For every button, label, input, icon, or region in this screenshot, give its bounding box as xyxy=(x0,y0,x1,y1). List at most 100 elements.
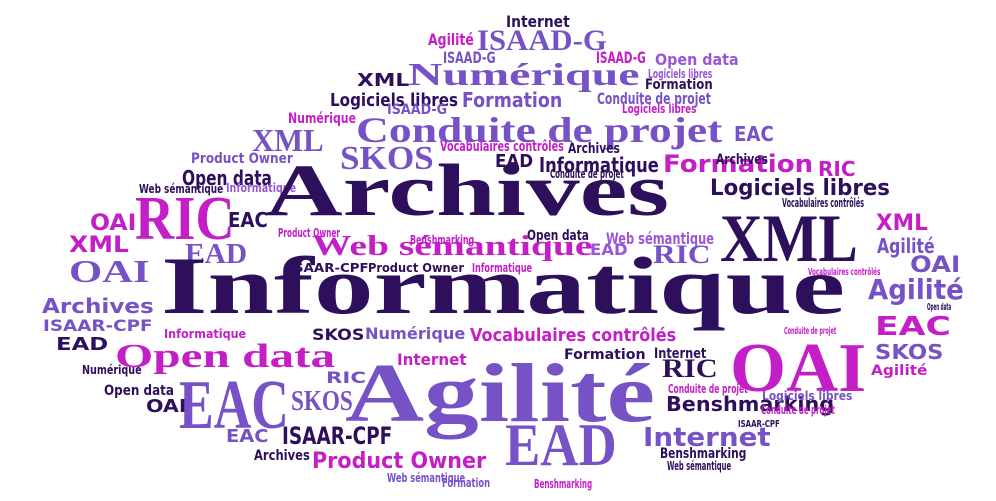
cloud-word: Open data xyxy=(927,302,952,313)
cloud-word: Conduite de projet xyxy=(668,382,748,396)
cloud-word: SKOS xyxy=(340,140,434,177)
cloud-word: Benshmarking xyxy=(534,477,593,491)
cloud-word: Informatique xyxy=(539,153,659,177)
cloud-word: Agilité xyxy=(428,30,474,49)
cloud-word: Conduite de projet xyxy=(550,167,624,181)
cloud-word: SKOS xyxy=(291,386,353,417)
cloud-word: Conduite de projet xyxy=(761,403,835,417)
cloud-word: Informatique xyxy=(161,240,846,331)
cloud-word: Web sémantique xyxy=(667,459,732,473)
cloud-word: OAI xyxy=(90,211,137,236)
cloud-word: OAI xyxy=(69,253,150,289)
cloud-word: XML xyxy=(357,70,410,91)
cloud-word: Conduite de projet xyxy=(597,89,711,108)
cloud-word: EAC xyxy=(875,312,951,342)
cloud-word: Open data xyxy=(182,166,272,190)
cloud-word: Internet xyxy=(654,346,707,362)
cloud-word: Vocabulaires contrôlés xyxy=(470,325,677,346)
cloud-word: Formation xyxy=(663,150,814,178)
cloud-word: XML xyxy=(69,233,129,258)
cloud-word: OAI xyxy=(730,330,867,407)
cloud-word: EAD xyxy=(185,239,248,270)
cloud-word: Benshmarking xyxy=(410,233,475,247)
cloud-word: EAD xyxy=(505,412,617,478)
cloud-word: Logiciels libres xyxy=(330,90,459,111)
cloud-word: Agilité xyxy=(868,273,964,306)
cloud-word: Archives xyxy=(568,141,620,157)
cloud-word: Informatique xyxy=(226,181,297,195)
cloud-word: Vocabulaires contrôlés xyxy=(782,196,864,210)
cloud-word: OAI xyxy=(910,253,961,278)
cloud-word: Benshmarking xyxy=(666,392,835,416)
cloud-word: ISAAD-G xyxy=(477,24,607,57)
cloud-word: Open data xyxy=(104,383,174,399)
cloud-word: Web sémantique xyxy=(387,471,466,485)
cloud-word: Product Owner xyxy=(278,226,341,240)
cloud-word: Logiciels libres xyxy=(710,176,890,201)
cloud-word: ISAAR-CPF xyxy=(289,261,369,275)
cloud-word: Open data xyxy=(527,228,589,244)
cloud-word: EAD xyxy=(590,240,628,259)
cloud-word: RIC xyxy=(818,157,856,181)
cloud-word: Archives xyxy=(716,152,768,168)
cloud-word: Web sémantique xyxy=(139,182,224,196)
cloud-word: XML xyxy=(876,211,928,236)
cloud-word: ISAAD-G xyxy=(596,48,646,67)
cloud-word: Informatique xyxy=(164,327,247,341)
cloud-word: OAI xyxy=(146,396,187,417)
cloud-word: ISAAD-G xyxy=(387,102,448,118)
cloud-word: Archives xyxy=(265,150,670,232)
cloud-word: EAC xyxy=(228,208,268,232)
cloud-word: ISAAD-G xyxy=(443,48,496,67)
cloud-word: Vocabulaires contrôlés xyxy=(440,139,564,155)
cloud-word: Formation xyxy=(564,347,646,363)
cloud-word: Benshmarking xyxy=(660,446,747,462)
cloud-word: Internet xyxy=(397,350,467,369)
cloud-word: Vocabulaires contrôlés xyxy=(808,267,881,278)
cloud-word: Logiciels libres xyxy=(622,102,697,116)
cloud-word: EAD xyxy=(495,151,534,172)
cloud-word: EAC xyxy=(734,122,774,146)
cloud-word: SKOS xyxy=(875,340,944,364)
cloud-word: EAC xyxy=(179,367,289,444)
cloud-word: RIC xyxy=(326,368,367,387)
cloud-word: Web sémantique xyxy=(312,231,593,262)
cloud-word: Conduite de projet xyxy=(356,110,723,150)
cloud-word: Agilité xyxy=(871,363,928,379)
cloud-word: ISAAR-CPF xyxy=(282,422,393,450)
cloud-word: ISAAR-CPF xyxy=(738,419,780,430)
cloud-word: Numérique xyxy=(408,56,640,92)
cloud-word: Formation xyxy=(462,88,563,112)
cloud-word: Agilité xyxy=(345,347,656,440)
cloud-word: Numérique xyxy=(82,363,142,377)
cloud-word: Logiciels libres xyxy=(762,389,853,403)
cloud-word: Open data xyxy=(115,338,336,375)
cloud-word: Internet xyxy=(506,12,570,31)
cloud-word: Numérique xyxy=(365,324,466,343)
cloud-word: EAD xyxy=(56,334,109,355)
cloud-word: Formation xyxy=(645,77,713,93)
cloud-word: Formation xyxy=(442,476,491,490)
cloud-word: XML xyxy=(252,122,324,158)
cloud-word: Agilité xyxy=(877,234,935,258)
cloud-word: RIC xyxy=(653,240,711,269)
cloud-word: Conduite de projet xyxy=(784,326,837,337)
cloud-word: SKOS xyxy=(312,325,365,344)
cloud-word: Archives xyxy=(254,448,310,464)
cloud-word: Logiciels libres xyxy=(648,67,713,81)
cloud-word: Web sémantique xyxy=(606,229,714,248)
cloud-word: XML xyxy=(720,200,858,276)
cloud-word: Product Owner xyxy=(368,261,464,275)
cloud-word: Archives xyxy=(42,294,154,318)
cloud-word: EAC xyxy=(226,426,269,447)
cloud-word: Product Owner xyxy=(312,449,487,474)
cloud-word: Product Owner xyxy=(191,151,293,167)
cloud-word: Open data xyxy=(655,50,739,69)
cloud-word: RIC xyxy=(135,185,235,253)
cloud-word: Internet xyxy=(643,423,771,453)
cloud-word: ISAAR-CPF xyxy=(43,316,153,335)
cloud-word: Numérique xyxy=(288,111,356,127)
cloud-word: Informatique xyxy=(472,261,533,275)
cloud-word: RIC xyxy=(662,354,718,383)
